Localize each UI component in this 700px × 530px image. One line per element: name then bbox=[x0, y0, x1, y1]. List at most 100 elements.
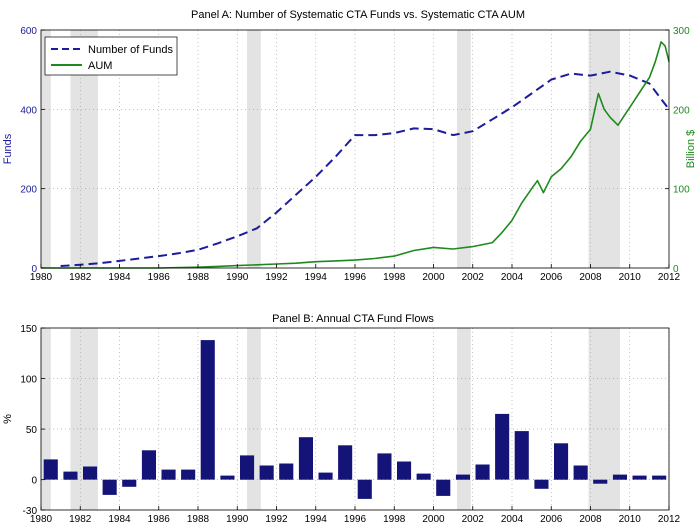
x-tick-label: 1990 bbox=[226, 272, 249, 283]
panel-a-legend: Number of Funds AUM bbox=[44, 36, 178, 76]
recession-band bbox=[247, 30, 261, 268]
flow-bar bbox=[397, 461, 412, 480]
recession-band bbox=[41, 30, 51, 268]
flow-bar bbox=[632, 475, 647, 480]
x-tick-label: 2002 bbox=[462, 514, 485, 525]
legend-funds-label: Number of Funds bbox=[88, 44, 173, 56]
x-tick-label: 2012 bbox=[658, 514, 681, 525]
recession-band bbox=[588, 30, 620, 268]
x-tick-label: 2006 bbox=[540, 272, 563, 283]
recession-band bbox=[457, 30, 471, 268]
flow-bar bbox=[259, 465, 274, 480]
x-tick-label: 1986 bbox=[148, 272, 171, 283]
flow-bar bbox=[652, 475, 667, 480]
panel-b-y-axis-label: % bbox=[2, 414, 14, 424]
x-tick-label: 1994 bbox=[305, 272, 328, 283]
panel-b-title: Panel B: Annual CTA Fund Flows bbox=[272, 313, 434, 325]
x-tick-label: 2010 bbox=[619, 514, 642, 525]
flow-bar bbox=[220, 475, 235, 480]
x-tick-label: 2000 bbox=[422, 514, 445, 525]
x-tick-label: 1992 bbox=[265, 514, 288, 525]
y-tick-label: 150 bbox=[20, 324, 37, 335]
flow-bar bbox=[318, 472, 333, 480]
recession-band bbox=[457, 328, 471, 510]
legend-aum-label: AUM bbox=[88, 60, 112, 72]
x-tick-label: 1982 bbox=[69, 272, 92, 283]
flow-bar bbox=[63, 471, 78, 480]
x-tick-label: 2006 bbox=[540, 514, 563, 525]
x-tick-label: 1984 bbox=[108, 272, 131, 283]
flow-bar bbox=[141, 450, 156, 480]
flow-bar bbox=[102, 479, 117, 495]
flow-bar bbox=[161, 469, 176, 480]
x-tick-label: 2010 bbox=[619, 272, 642, 283]
recession-band bbox=[70, 328, 98, 510]
x-tick-label: 1996 bbox=[344, 514, 367, 525]
recession-band bbox=[41, 328, 51, 510]
panel-a-left-axis-label: Funds bbox=[2, 133, 14, 164]
flow-bar bbox=[495, 413, 510, 480]
x-tick-label: 2004 bbox=[501, 514, 524, 525]
flow-bar bbox=[377, 453, 392, 480]
x-tick-label: 2012 bbox=[658, 272, 681, 283]
flow-bar bbox=[43, 459, 58, 480]
x-tick-label: 2008 bbox=[579, 514, 602, 525]
left-y-tick-label: 0 bbox=[31, 264, 37, 275]
flow-bar bbox=[298, 437, 313, 480]
flow-bar bbox=[279, 463, 294, 480]
x-tick-label: 1980 bbox=[30, 272, 53, 283]
left-y-tick-label: 600 bbox=[20, 26, 37, 37]
flow-bar bbox=[573, 465, 588, 480]
flow-bar bbox=[534, 479, 549, 489]
x-tick-label: 2002 bbox=[462, 272, 485, 283]
flow-bar bbox=[593, 479, 608, 484]
flow-bar bbox=[455, 474, 470, 480]
right-y-tick-label: 100 bbox=[673, 185, 690, 196]
right-y-tick-label: 200 bbox=[673, 105, 690, 116]
x-tick-label: 1988 bbox=[187, 514, 210, 525]
aum-line bbox=[41, 41, 670, 269]
x-tick-label: 2008 bbox=[579, 272, 602, 283]
flow-bar bbox=[181, 469, 196, 480]
flow-bar bbox=[416, 473, 431, 480]
panel-a-series bbox=[41, 41, 670, 269]
panel-a-recession-shading bbox=[41, 30, 620, 268]
flow-bar bbox=[475, 464, 490, 480]
x-tick-label: 1980 bbox=[30, 514, 53, 525]
panel-a-left-y-ticks: 0 200 400 600 bbox=[20, 26, 45, 275]
x-tick-label: 1998 bbox=[383, 514, 406, 525]
recession-band bbox=[247, 328, 261, 510]
flow-bar bbox=[436, 479, 451, 496]
left-y-tick-label: 400 bbox=[20, 105, 37, 116]
flow-bar bbox=[357, 479, 372, 499]
right-y-tick-label: 300 bbox=[673, 26, 690, 37]
x-tick-label: 2000 bbox=[422, 272, 445, 283]
y-tick-label: -30 bbox=[23, 506, 38, 517]
flow-bar bbox=[200, 340, 215, 480]
legend-box bbox=[44, 36, 178, 76]
y-tick-label: 50 bbox=[26, 425, 38, 436]
x-tick-label: 1986 bbox=[148, 514, 171, 525]
flow-bar bbox=[338, 445, 353, 480]
panel-a-right-y-ticks: 0 100 200 300 bbox=[665, 26, 690, 275]
flow-bar bbox=[83, 466, 98, 480]
flow-bar bbox=[122, 479, 137, 487]
funds-line bbox=[60, 70, 670, 267]
x-tick-label: 1988 bbox=[187, 272, 210, 283]
right-y-tick-label: 0 bbox=[673, 264, 679, 275]
panel-a: Panel A: Number of Systematic CTA Funds … bbox=[2, 9, 697, 283]
x-tick-label: 1990 bbox=[226, 514, 249, 525]
x-tick-label: 1982 bbox=[69, 514, 92, 525]
flow-bar bbox=[514, 431, 529, 480]
x-tick-label: 1994 bbox=[305, 514, 328, 525]
panel-a-x-ticks: 1980 1982 1984 1986 1988 1990 1992 1994 1996 1998… bbox=[30, 264, 681, 283]
flow-bar bbox=[240, 455, 255, 480]
x-tick-label: 1996 bbox=[344, 272, 367, 283]
y-tick-label: 0 bbox=[31, 476, 37, 487]
flow-bar bbox=[612, 474, 627, 480]
panel-b-y-ticks: -30 0 50 100 150 bbox=[20, 324, 45, 517]
y-tick-label: 100 bbox=[20, 375, 37, 386]
panel-a-right-axis-label: Billion $ bbox=[685, 130, 697, 169]
flow-bar bbox=[554, 443, 569, 480]
